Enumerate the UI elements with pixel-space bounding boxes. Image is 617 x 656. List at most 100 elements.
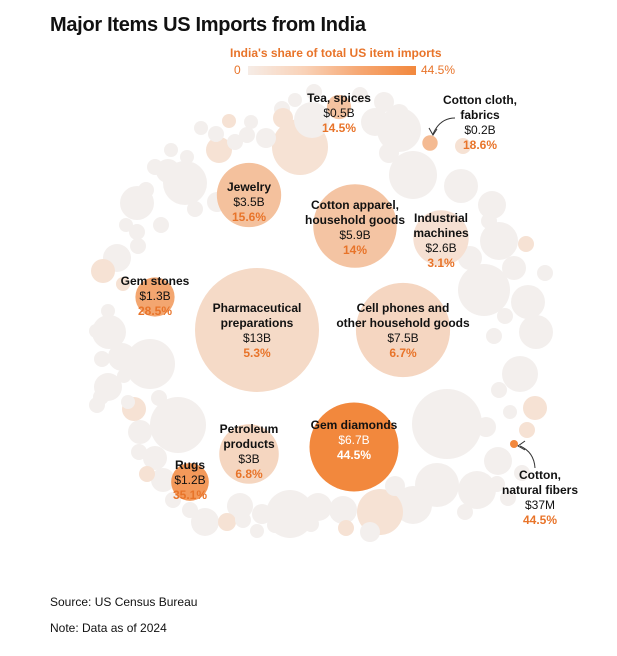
label-tea-spices: Tea, spices $0.5B 14.5% — [307, 91, 371, 135]
label-pharmaceutical-preparations: Pharmaceutical preparations $13B 5.3% — [212, 301, 302, 360]
background-bubble — [500, 490, 516, 506]
background-bubble — [244, 115, 258, 129]
background-bubble — [256, 128, 276, 148]
background-bubble — [389, 104, 409, 124]
background-bubble — [91, 259, 115, 283]
background-bubble — [180, 150, 194, 164]
bubble-cotton-apparel-household-goods — [313, 184, 397, 268]
bubble-tea-spices — [326, 94, 352, 120]
bubble-cotton-cloth-fabrics — [422, 135, 438, 151]
background-bubble — [338, 520, 354, 536]
background-bubble — [119, 218, 133, 232]
background-bubble — [194, 121, 208, 135]
chart-title: Major Items US Imports from India — [50, 14, 366, 36]
background-bubble — [514, 465, 530, 481]
background-bubble — [294, 102, 330, 138]
background-bubble — [511, 285, 545, 319]
background-bubble — [267, 517, 283, 533]
background-bubble — [537, 265, 553, 281]
label-gem-diamonds: Gem diamonds $6.7B 44.5% — [310, 418, 398, 462]
bubble-pharmaceutical-preparations — [195, 268, 319, 392]
source-note: Source: US Census Bureau — [50, 595, 198, 609]
background-bubble — [116, 277, 130, 291]
bubble-gem-diamonds — [309, 402, 399, 492]
background-bubble — [182, 502, 198, 518]
background-bubble — [480, 222, 518, 260]
background-bubble — [273, 108, 293, 128]
background-bubble — [385, 476, 405, 496]
background-bubble — [121, 395, 135, 409]
bubble-gem-stones — [135, 277, 175, 317]
background-bubble — [377, 108, 421, 152]
background-bubble — [147, 159, 163, 175]
background-bubble — [457, 504, 473, 520]
background-bubble — [131, 444, 147, 460]
background-bubble — [187, 201, 203, 217]
background-bubble — [94, 351, 110, 367]
background-bubble — [239, 127, 255, 143]
callout-arrow-cotton-fibers — [519, 445, 536, 469]
data-note: Note: Data as of 2024 — [50, 621, 167, 635]
background-bubble — [138, 182, 154, 198]
background-bubble — [352, 87, 368, 103]
background-bubble — [218, 513, 236, 531]
background-bubble — [92, 315, 126, 349]
background-bubble — [165, 492, 181, 508]
background-bubble — [394, 486, 432, 524]
background-bubble — [288, 93, 302, 107]
background-bubble — [235, 512, 251, 528]
background-bubble — [491, 382, 507, 398]
legend-min-label: 0 — [234, 63, 241, 77]
bubble-cell-phones-and-other-household-goods — [355, 282, 451, 378]
callout-arrows — [428, 117, 536, 469]
background-bubble — [444, 169, 478, 203]
background-bubble — [93, 389, 109, 405]
background-bubble — [455, 138, 471, 154]
background-bubble — [502, 256, 526, 280]
background-bubble — [151, 468, 175, 492]
background-bubble — [89, 324, 103, 338]
background-bubble — [379, 143, 399, 163]
background-bubble — [458, 471, 496, 509]
background-bubble — [518, 236, 534, 252]
background-bubble — [191, 508, 219, 536]
background-bubble — [458, 264, 510, 316]
background-bubble — [108, 343, 136, 371]
legend-max-label: 44.5% — [421, 63, 456, 77]
item-bubbles — [135, 94, 518, 501]
background-bubble — [412, 389, 482, 459]
background-bubble — [252, 504, 272, 524]
bubble-industrial-machines — [413, 210, 469, 266]
background-bubble — [489, 476, 505, 492]
label-petroleum-products: Petroleum products $3B 6.8% — [219, 422, 279, 481]
background-bubble — [502, 356, 538, 392]
background-bubble — [208, 126, 224, 142]
background-bubble — [125, 339, 175, 389]
background-bubble — [150, 397, 206, 453]
background-bubble — [227, 493, 253, 519]
legend-color-scale — [248, 66, 416, 75]
background-bubble — [151, 390, 167, 406]
background-bubble — [389, 151, 437, 199]
legend-title: India's share of total US item imports — [230, 46, 442, 60]
background-bubble — [143, 446, 167, 470]
background-bubble — [164, 143, 178, 157]
background-bubble — [303, 516, 319, 532]
background-bubble — [481, 213, 497, 229]
background-bubble — [130, 238, 146, 254]
background-bubble — [519, 422, 535, 438]
background-bubble — [129, 224, 145, 240]
background-bubble — [519, 315, 553, 349]
background-bubble — [306, 84, 322, 100]
background-bubble — [101, 304, 115, 318]
background-bubble — [374, 92, 394, 112]
bubble-petroleum-products — [219, 424, 279, 484]
bubble-jewelry — [216, 162, 282, 228]
background-bubble — [360, 522, 380, 542]
label-cell-phones: Cell phones and other household goods $7… — [336, 301, 470, 360]
background-bubble — [478, 191, 506, 219]
label-rugs: Rugs $1.2B 35.1% — [172, 458, 208, 502]
label-cotton-natural-fibers: Cotton, natural fibers $37M 44.5% — [501, 468, 579, 527]
background-bubble — [497, 308, 513, 324]
